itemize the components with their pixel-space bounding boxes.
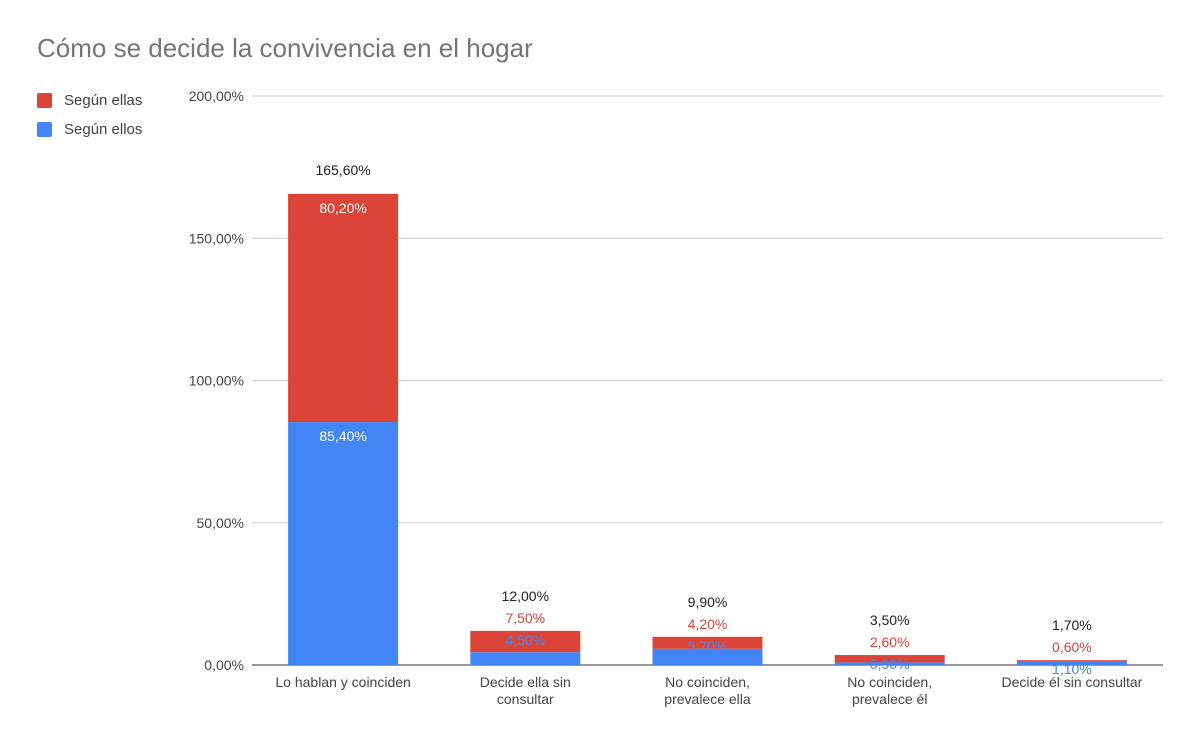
data-label-ellas: 2,60%: [870, 634, 910, 650]
data-label-ellos: 4,50%: [505, 632, 545, 648]
data-label-ellas: 7,50%: [505, 610, 545, 626]
bar-segment-ellos: [834, 662, 945, 665]
bar-segment-ellos: [288, 422, 399, 665]
legend-item-ellos[interactable]: Según ellos: [37, 115, 142, 144]
legend-swatch-ellas: [37, 93, 52, 108]
data-label-ellas: 0,60%: [1052, 639, 1092, 655]
data-label-ellos: 1,10%: [1052, 661, 1092, 677]
legend-label-ellas: Según ellas: [64, 92, 143, 109]
y-tick-label: 100,00%: [189, 373, 244, 389]
x-tick-label: prevalece él: [852, 691, 928, 707]
legend-swatch-ellos: [37, 122, 52, 137]
x-tick-label: Lo hablan y coinciden: [275, 674, 410, 690]
legend-label-ellos: Según ellos: [64, 121, 143, 138]
bar-segment-ellas: [288, 193, 399, 423]
x-tick-label: No coinciden,: [665, 674, 750, 690]
bar-segment-ellas: [834, 655, 945, 663]
data-label-ellos: 85,40%: [319, 428, 366, 444]
data-label-ellas: 80,20%: [319, 200, 366, 216]
y-tick-label: 50,00%: [197, 515, 244, 531]
x-tick-label: consultar: [497, 691, 554, 707]
bar-segment-ellos: [1016, 661, 1127, 665]
x-tick-label: Decide él sin consultar: [1001, 674, 1142, 690]
data-label-ellas: 4,20%: [688, 616, 728, 632]
chart-title: Cómo se decide la convivencia en el hoga…: [37, 33, 533, 63]
legend-item-ellas[interactable]: Según ellas: [37, 86, 142, 115]
y-tick-label: 200,00%: [189, 88, 244, 104]
bar-segment-ellas: [1016, 660, 1127, 662]
x-tick-label: Decide ella sin: [480, 674, 571, 690]
data-label-ellos: 5,70%: [688, 638, 728, 654]
data-label-total: 165,60%: [315, 162, 370, 178]
x-tick-label: prevalece ella: [664, 691, 751, 707]
bar-segment-ellas: [470, 630, 581, 653]
bar-segment-ellos: [470, 652, 581, 665]
bar-segment-ellas: [652, 636, 763, 649]
bar-segment-ellos: [652, 648, 763, 665]
y-tick-label: 0,00%: [204, 657, 244, 673]
data-label-ellos: 0,90%: [870, 656, 910, 672]
data-label-total: 1,70%: [1052, 617, 1092, 633]
data-label-total: 12,00%: [502, 588, 549, 604]
y-tick-label: 150,00%: [189, 230, 244, 246]
x-tick-label: No coinciden,: [847, 674, 932, 690]
data-label-total: 9,90%: [688, 594, 728, 610]
legend: Según ellas Según ellos: [37, 86, 142, 144]
data-label-total: 3,50%: [870, 612, 910, 628]
